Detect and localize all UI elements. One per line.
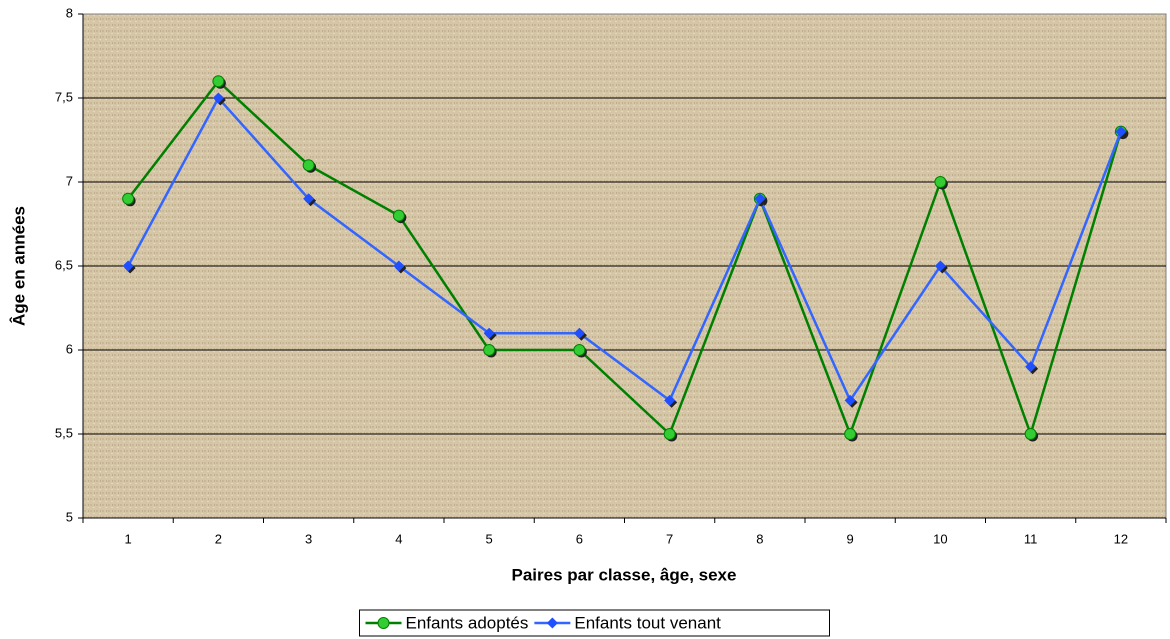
y-axis-title: Âge en années bbox=[9, 206, 28, 326]
point bbox=[392, 209, 405, 222]
x-tick-label: 12 bbox=[1114, 531, 1128, 546]
point bbox=[844, 394, 856, 406]
point bbox=[664, 394, 676, 406]
point bbox=[663, 428, 676, 440]
x-tick-label: 7 bbox=[666, 531, 673, 546]
series-line bbox=[127, 95, 1123, 403]
point bbox=[754, 193, 766, 205]
legend-text: Enfants tout venant bbox=[574, 613, 721, 632]
y-tick-label: 5 bbox=[66, 509, 73, 524]
point bbox=[302, 159, 315, 172]
y-tick-label: 8 bbox=[66, 5, 73, 20]
x-axis-title: Paires par classe, âge, sexe bbox=[512, 565, 737, 584]
x-tick-label: 4 bbox=[395, 531, 402, 546]
x-tick-label: 9 bbox=[847, 531, 854, 546]
point bbox=[303, 193, 315, 205]
x-tick-label: 5 bbox=[486, 531, 493, 546]
series-line bbox=[127, 79, 1123, 439]
point bbox=[934, 260, 946, 272]
legend-text: Enfants adoptés bbox=[406, 613, 529, 632]
x-tick-label: 1 bbox=[125, 531, 132, 546]
x-tick-label: 8 bbox=[756, 531, 763, 546]
y-tick-label: 7 bbox=[66, 173, 73, 188]
legend-item: Enfants adoptés bbox=[365, 613, 529, 632]
y-tick-label: 6,5 bbox=[55, 257, 73, 272]
legend-marker bbox=[377, 617, 390, 629]
y-tick-label: 7,5 bbox=[55, 89, 73, 104]
legend-box bbox=[359, 609, 830, 637]
point bbox=[1115, 126, 1127, 138]
y-tick-label: 5,5 bbox=[55, 425, 73, 440]
point bbox=[1024, 428, 1037, 440]
point bbox=[844, 428, 857, 440]
point bbox=[212, 92, 224, 104]
point bbox=[573, 327, 585, 339]
point bbox=[934, 176, 947, 188]
point bbox=[212, 75, 225, 88]
point bbox=[573, 344, 586, 356]
x-tick-label: 10 bbox=[933, 531, 947, 546]
y-tick-label: 6 bbox=[66, 341, 73, 356]
x-tick-label: 2 bbox=[215, 531, 222, 546]
legend-item: Enfants tout venant bbox=[534, 613, 721, 632]
legend-marker bbox=[546, 617, 558, 629]
point bbox=[483, 327, 495, 339]
point bbox=[1025, 361, 1037, 373]
point bbox=[122, 260, 134, 272]
point bbox=[483, 344, 496, 356]
x-tick-label: 6 bbox=[576, 531, 583, 546]
point bbox=[393, 260, 405, 272]
point bbox=[122, 192, 135, 205]
x-tick-label: 11 bbox=[1024, 531, 1038, 546]
x-tick-label: 3 bbox=[305, 531, 312, 546]
